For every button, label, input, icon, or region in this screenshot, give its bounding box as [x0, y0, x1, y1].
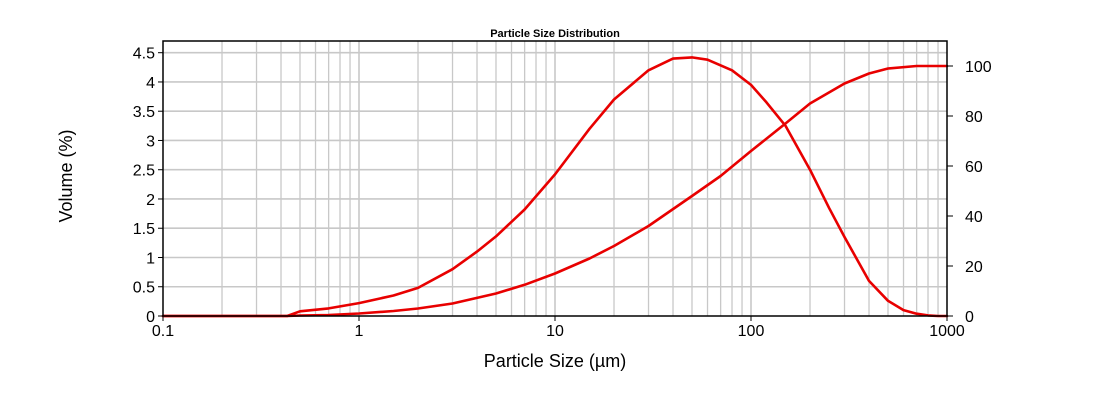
y-tick-label: 3 [146, 133, 155, 150]
x-tick-label: 1 [355, 323, 364, 340]
y-tick-label: 3.5 [133, 104, 155, 121]
y2-tick-label: 60 [965, 159, 983, 176]
y-tick-label: 1 [146, 250, 155, 267]
frequency-series-line [161, 56, 949, 318]
chart-title: Particle Size Distribution [490, 28, 620, 40]
grid [163, 41, 947, 316]
y2-tick-label: 0 [965, 309, 974, 326]
y2-tick-label: 80 [965, 109, 983, 126]
x-tick-label: 100 [738, 323, 765, 340]
y-tick-label: 2 [146, 192, 155, 209]
y2-tick-label: 20 [965, 259, 983, 276]
y-tick-label: 2.5 [133, 163, 155, 180]
y-tick-label: 0 [146, 309, 155, 326]
x-tick-label: 0.1 [152, 323, 174, 340]
y-tick-label: 4 [146, 75, 155, 92]
cumulative-series-line [161, 64, 949, 318]
x-axis-label: Particle Size (µm) [484, 351, 626, 371]
y2-tick-label: 100 [965, 59, 992, 76]
y-axis-label: Volume (%) [56, 129, 76, 222]
y-tick-label: 4.5 [133, 46, 155, 63]
y2-tick-label: 40 [965, 209, 983, 226]
tick-layer: 0.1 1 10 100 100000.511.522.533.544.50204060… [133, 46, 992, 340]
x-tick-label: 10 [546, 323, 564, 340]
x-tick-label: 1000 [929, 323, 965, 340]
y-tick-label: 1.5 [133, 221, 155, 238]
series-layer [161, 56, 949, 318]
y-tick-label: 0.5 [133, 280, 155, 297]
